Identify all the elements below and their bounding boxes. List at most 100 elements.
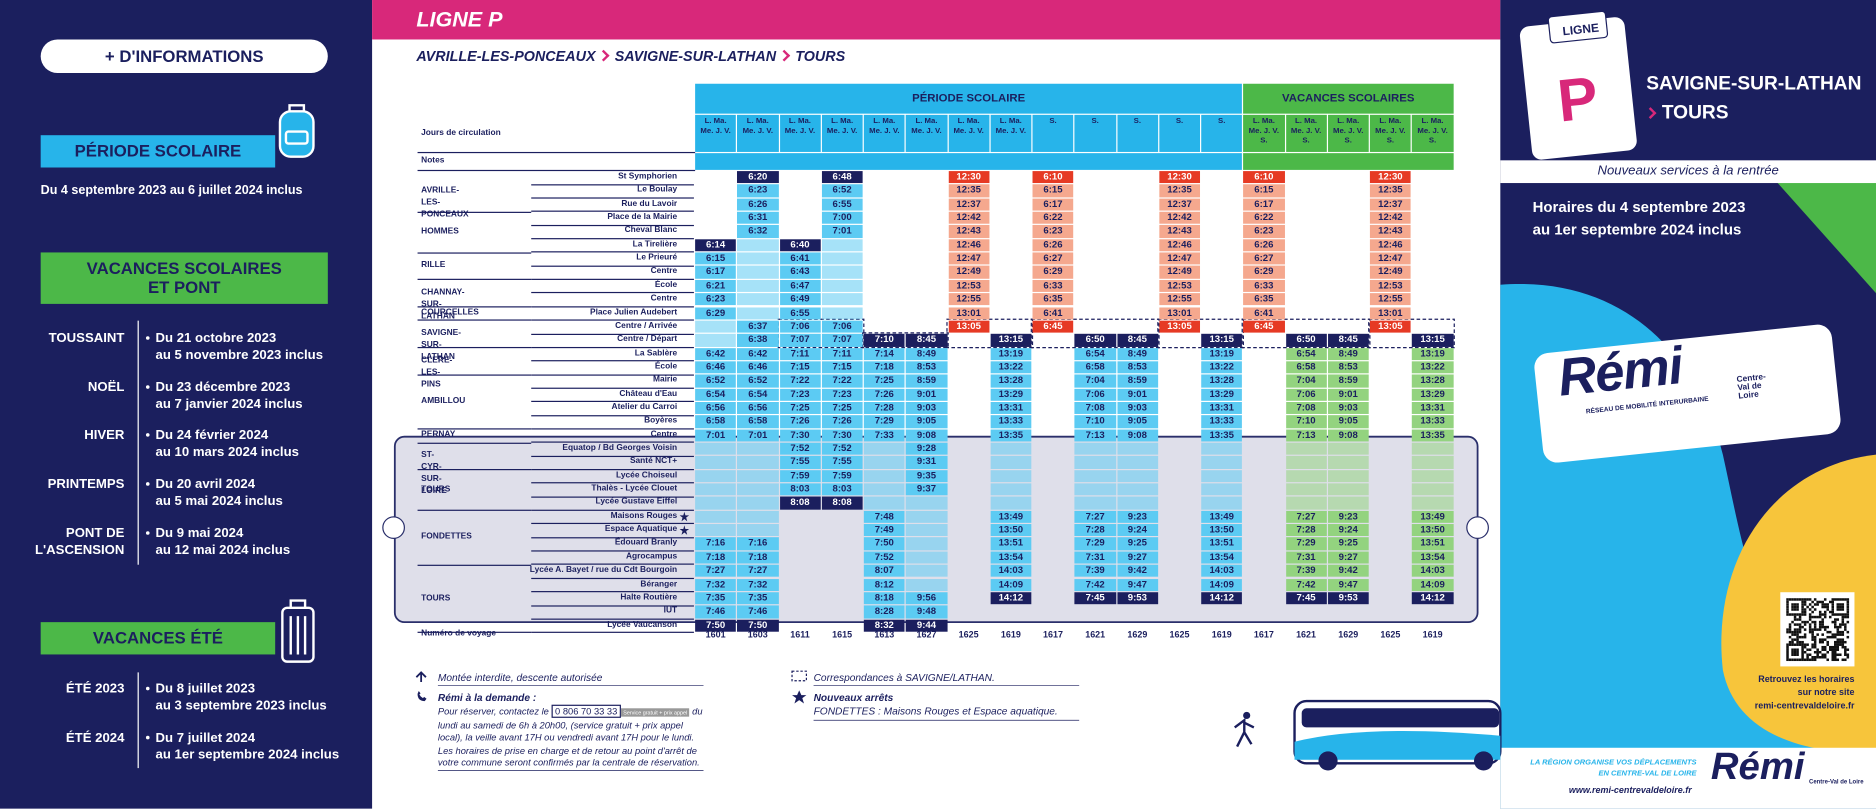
cell-fill [737,524,779,537]
time-cell: 13:29 [1412,388,1454,401]
shape [1786,653,1789,657]
time-cell: 6:38 [737,334,779,347]
time-cell: 6:45 [1243,320,1285,333]
shape [1839,633,1842,636]
shape [1796,650,1799,654]
time-cell: 9:28 [905,442,947,456]
time-cell: 7:23 [821,388,863,401]
shape [1796,658,1799,662]
shape [1803,598,1807,601]
time-cell: 7:31 [1074,551,1116,564]
shape [1844,613,1847,616]
shape [1816,650,1819,654]
shape [1801,650,1804,654]
time-cell: 8:18 [863,592,905,605]
cell-fill [737,469,779,483]
stop-name: Place Julien Audebert [589,308,678,317]
shape [1796,635,1799,639]
days-cell: L. Ma. Me. J. V. [905,114,947,152]
trip-number: 1621 [1296,629,1317,641]
shape [1796,640,1799,644]
time-cell: 14:09 [1201,578,1243,591]
shape [1846,613,1850,616]
period-label: ÉTÉ 2023 [24,681,125,698]
shape [1836,603,1840,606]
date-line: au 5 novembre 2023 inclus [155,348,324,363]
shape [1839,625,1842,629]
shape [1793,648,1797,651]
shape [1801,645,1804,649]
shape [1801,643,1804,646]
trip-number: 1625 [958,629,979,641]
time-cell: 7:55 [821,456,863,469]
shape [1803,600,1807,604]
shape [1786,628,1789,631]
shape [1803,633,1807,636]
shape [1836,613,1840,616]
cell-fill [1285,483,1327,496]
time-cell: 6:17 [695,266,737,279]
shape [1801,653,1804,657]
shape [1836,643,1840,646]
cell-fill [737,238,779,252]
shape [1798,615,1802,619]
cell-fill [1074,442,1116,456]
text: du lundi au samedi de 6h à 20h00, (servi… [437,705,703,769]
time-cell: 12:53 [1369,279,1411,293]
date-line: Du 8 juillet 2023 [145,681,327,698]
shape [1806,656,1809,659]
stop-name: Cheval Blanc [624,226,678,235]
label-line: L'ASCENSION [35,542,125,558]
stop-rule [531,210,694,212]
shape [1788,598,1792,601]
time-cell: 7:52 [863,551,905,564]
time-cell: 7:13 [1285,429,1327,442]
days-cell: L. Ma. Me. J. V. S. [1285,114,1327,152]
shape [1808,613,1812,616]
stop-name: Espace Aquatique [604,525,678,534]
shape [1818,615,1822,619]
cell-fill [695,442,737,456]
time-cell: 9:08 [1327,429,1369,442]
shape [1813,635,1817,639]
time-cell: 8:03 [779,483,821,496]
shape [1793,615,1797,619]
group-rule [417,442,532,444]
stop-rule [531,346,694,348]
date-line: Du 20 avril 2024 [145,476,283,493]
shape [1831,605,1835,609]
time-cell: 6:58 [695,415,737,428]
stop-name: Béranger [640,579,678,589]
shape [1793,658,1797,662]
period-label: ÉTÉ 2024 [24,730,125,747]
qr-line: Retrouvez les horaires [1758,673,1855,685]
time-cell: 9:44 [905,619,947,632]
stop-rule [531,278,694,280]
stop-name: Halte Routière [620,593,678,602]
cell-fill [821,252,863,265]
shape [1821,613,1824,616]
time-cell: 14:03 [990,564,1032,578]
shape [1816,600,1819,604]
time-cell: 12:53 [1159,279,1201,293]
cell-fill [1327,456,1369,469]
time-cell: 7:39 [1285,564,1327,578]
shape [862,332,949,349]
more-info-button[interactable]: + D'INFORMATIONS [40,39,328,73]
time-cell: 8:28 [863,605,905,618]
shape [1834,613,1837,616]
cell-fill [695,524,737,537]
cell-fill [990,496,1032,510]
cell-fill [990,483,1032,496]
time-cell: 6:58 [1074,361,1116,374]
cell-fill [737,279,779,293]
time-cell: 7:15 [821,361,863,374]
shape [1846,598,1850,601]
group-rule [417,279,532,281]
cell-fill [1201,483,1243,496]
shape [1806,598,1809,601]
shape [1823,638,1827,641]
time-cell: 12:43 [1159,225,1201,238]
time-cell: 13:19 [1201,347,1243,360]
